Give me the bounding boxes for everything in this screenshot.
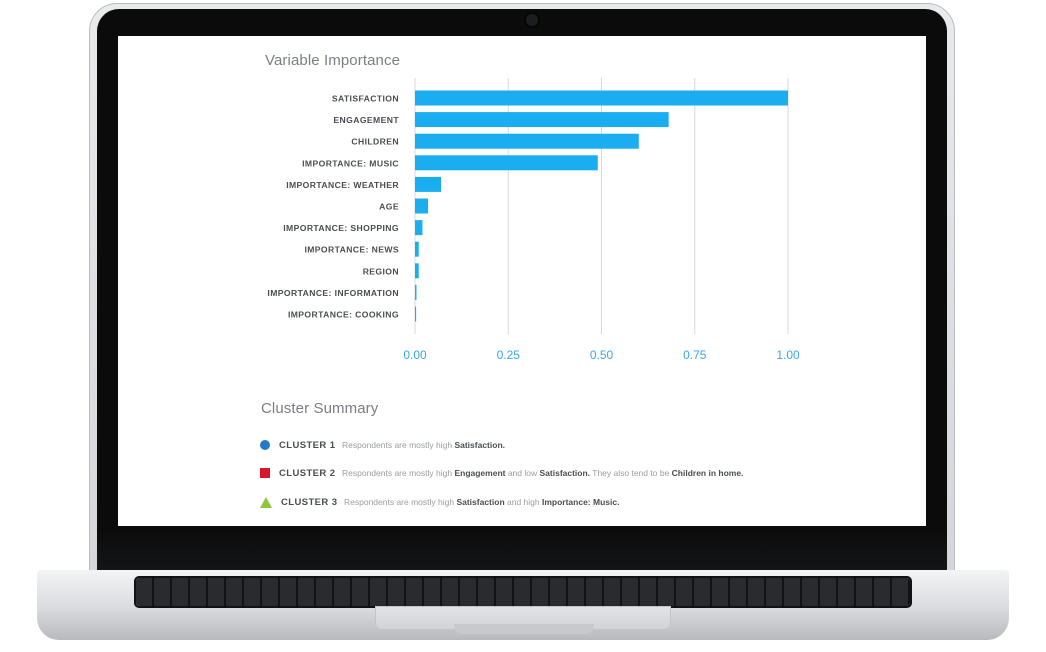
x-tick-label: 1.00 — [776, 348, 800, 362]
bar — [415, 90, 788, 106]
category-label: IMPORTANCE: SHOPPING — [283, 223, 399, 233]
bar — [415, 241, 419, 257]
bar — [415, 284, 417, 300]
category-label: IMPORTANCE: INFORMATION — [267, 288, 399, 298]
cluster-description: Respondents are mostly high Satisfaction… — [344, 497, 620, 507]
x-tick-label: 0.50 — [590, 348, 614, 362]
cluster-row: CLUSTER 2 Respondents are mostly high Eng… — [260, 466, 743, 480]
category-label: AGE — [379, 202, 399, 212]
bar — [415, 176, 442, 192]
category-label: IMPORTANCE: WEATHER — [286, 180, 399, 190]
cluster-description: Respondents are mostly high Engagement a… — [342, 468, 744, 478]
cluster-row: CLUSTER 3 Respondents are mostly high Sat… — [260, 495, 619, 509]
category-label: ENGAGEMENT — [333, 115, 399, 125]
category-label: REGION — [363, 266, 399, 276]
cluster-name: CLUSTER 2 — [279, 467, 336, 479]
category-label: IMPORTANCE: MUSIC — [302, 158, 399, 168]
bar — [415, 112, 669, 128]
cluster-summary-title: Cluster Summary — [261, 400, 379, 417]
triangle-marker-icon — [260, 496, 272, 508]
bar — [415, 220, 423, 236]
category-label: SATISFACTION — [332, 94, 399, 104]
category-label: IMPORTANCE: COOKING — [288, 310, 399, 320]
bar — [415, 155, 598, 171]
lid-notch — [454, 624, 594, 634]
x-tick-label: 0.25 — [497, 348, 521, 362]
keyboard — [136, 578, 910, 606]
webcam-icon — [526, 14, 538, 26]
cluster-description: Respondents are mostly high Satisfaction… — [342, 440, 505, 450]
bar — [415, 306, 417, 322]
screen-chin — [97, 528, 947, 571]
bar — [415, 263, 419, 279]
square-marker-icon — [260, 468, 270, 478]
category-label: CHILDREN — [351, 137, 399, 147]
circle-marker-icon — [260, 440, 270, 450]
cluster-name: CLUSTER 1 — [279, 439, 336, 451]
bar — [415, 133, 639, 149]
variable-importance-chart: 0.00 0.25 0.50 0.75 1.00 SATISFACTION ENGAGEME… — [267, 78, 800, 362]
x-tick-label: 0.00 — [403, 348, 427, 362]
screen: Variable Importance 0.00 0.25 0.50 0.75 1.00… — [118, 36, 926, 526]
x-tick-label: 0.75 — [683, 348, 707, 362]
bar — [415, 198, 429, 214]
cluster-row: CLUSTER 1 Respondents are mostly high Sat… — [260, 438, 505, 452]
cluster-name: CLUSTER 3 — [281, 496, 338, 508]
variable-importance-title: Variable Importance — [265, 52, 401, 69]
category-label: IMPORTANCE: NEWS — [304, 245, 399, 255]
